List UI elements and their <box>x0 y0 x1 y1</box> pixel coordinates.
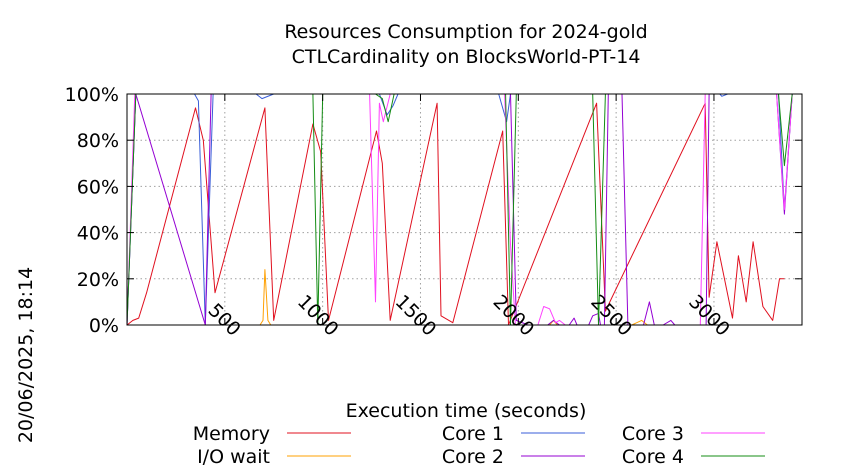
x-tick-label: 500 <box>204 299 245 340</box>
x-tick-label: 1000 <box>293 291 343 341</box>
y-tick-label: 0% <box>89 315 119 337</box>
legend-label-core-4: Core 4 <box>622 446 684 468</box>
chart-title-line-1: Resources Consumption for 2024-gold <box>284 21 647 43</box>
x-tick-label: 1500 <box>391 291 441 341</box>
legend-label-memory: Memory <box>193 423 270 445</box>
legend-label-i-o-wait: I/O wait <box>197 446 270 468</box>
series-line-core-3 <box>126 93 802 326</box>
series-line-memory <box>126 102 785 326</box>
y-tick-label: 20% <box>77 269 119 291</box>
y-tick-label: 40% <box>77 223 119 245</box>
legend-label-core-1: Core 1 <box>442 423 504 445</box>
y-tick-label: 80% <box>77 130 119 152</box>
plot-frame <box>126 93 803 326</box>
chart-title-line-2: CTLCardinality on BlocksWorld-PT-14 <box>292 46 641 68</box>
y-tick-label: 60% <box>77 176 119 198</box>
legend-label-core-2: Core 2 <box>442 446 504 468</box>
x-axis-label: Execution time (seconds) <box>346 400 587 422</box>
legend-label-core-3: Core 3 <box>622 423 684 445</box>
timestamp-label: 20/06/2025, 18:14 <box>15 267 37 443</box>
x-tick-label: 3000 <box>684 291 734 341</box>
y-tick-label: 100% <box>65 84 119 106</box>
plot-series <box>126 93 802 326</box>
